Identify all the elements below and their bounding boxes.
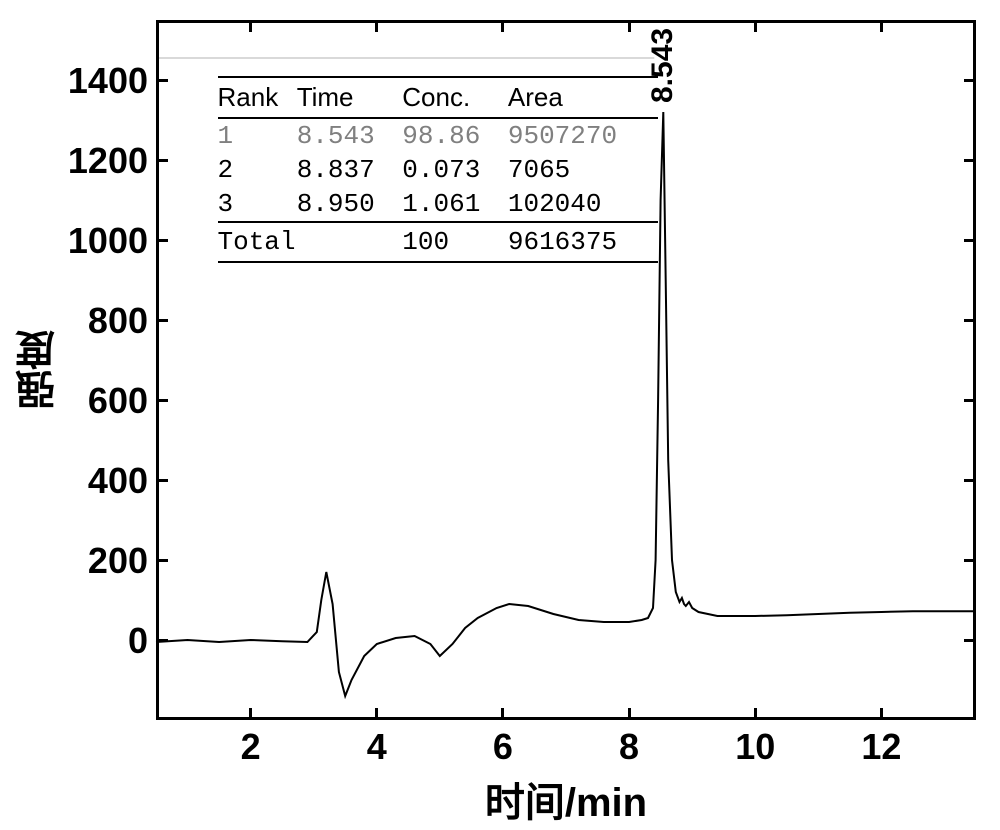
col-rank: Rank <box>218 78 297 117</box>
tick-label: 400 <box>28 460 148 502</box>
tick <box>156 559 168 562</box>
tick <box>880 20 883 32</box>
cell-time: 8.837 <box>297 153 403 187</box>
plot-frame-right <box>973 20 976 720</box>
tick-label: 200 <box>28 540 148 582</box>
tick <box>156 79 168 82</box>
table-header-row: Rank Time Conc. Area <box>218 78 658 117</box>
tick <box>156 479 168 482</box>
tick <box>964 399 976 402</box>
cell-time: 8.543 <box>297 119 403 153</box>
tick <box>375 708 378 720</box>
tick-label: 12 <box>821 726 941 768</box>
y-axis-label: 强度 <box>10 300 68 440</box>
tick-label: 4 <box>317 726 437 768</box>
tick <box>156 319 168 322</box>
tick-label: 0 <box>28 620 148 662</box>
plot-frame-top <box>156 20 976 23</box>
tick <box>156 639 168 642</box>
cell-rank: 1 <box>218 119 297 153</box>
plot-frame-left <box>156 20 159 720</box>
table-row: 28.8370.0737065 <box>218 153 658 187</box>
cell-rank: 2 <box>218 153 297 187</box>
tick <box>964 559 976 562</box>
col-area: Area <box>508 78 658 117</box>
tick <box>964 239 976 242</box>
cell-time: 8.950 <box>297 187 403 221</box>
table-total-row: Total 100 9616375 <box>218 223 658 261</box>
tick <box>964 639 976 642</box>
cell-conc: 98.86 <box>402 119 508 153</box>
cell-area: 102040 <box>508 187 658 221</box>
total-conc: 100 <box>402 223 508 261</box>
tick-label: 1200 <box>28 140 148 182</box>
cell-area: 7065 <box>508 153 658 187</box>
cell-conc: 1.061 <box>402 187 508 221</box>
tick <box>156 239 168 242</box>
tick <box>964 79 976 82</box>
tick <box>754 708 757 720</box>
total-label: Total <box>218 223 403 261</box>
tick-label: 1400 <box>28 60 148 102</box>
tick <box>501 708 504 720</box>
tick <box>249 708 252 720</box>
tick <box>249 20 252 32</box>
cell-area: 9507270 <box>508 119 658 153</box>
tick <box>156 159 168 162</box>
tick <box>880 708 883 720</box>
tick-label: 1000 <box>28 220 148 262</box>
x-axis-label: 时间/min <box>156 770 976 828</box>
table-row: 38.9501.061102040 <box>218 187 658 221</box>
inset-data-table: Rank Time Conc. Area 18.54398.8695072702… <box>218 76 658 263</box>
peak-table-body: 18.54398.86950727028.8370.073706538.9501… <box>218 119 658 221</box>
tick <box>964 319 976 322</box>
tick <box>628 20 631 32</box>
tick <box>156 399 168 402</box>
tick <box>964 479 976 482</box>
tick <box>754 20 757 32</box>
cell-conc: 0.073 <box>402 153 508 187</box>
tick-label: 8 <box>569 726 689 768</box>
tick-label: 10 <box>695 726 815 768</box>
plot-frame-bottom <box>156 717 976 720</box>
tick <box>964 159 976 162</box>
col-time: Time <box>297 78 403 117</box>
tick <box>501 20 504 32</box>
tick <box>375 20 378 32</box>
total-area: 9616375 <box>508 223 658 261</box>
cell-rank: 3 <box>218 187 297 221</box>
table-rule-bottom <box>218 261 658 263</box>
tick-label: 2 <box>191 726 311 768</box>
figure: 246810120200400600800100012001400 时间/min… <box>0 0 1000 830</box>
table-row: 18.54398.869507270 <box>218 119 658 153</box>
peak-table: Rank Time Conc. Area <box>218 78 658 117</box>
tick-label: 6 <box>443 726 563 768</box>
col-conc: Conc. <box>402 78 508 117</box>
tick <box>628 708 631 720</box>
peak-table-total: Total 100 9616375 <box>218 223 658 261</box>
